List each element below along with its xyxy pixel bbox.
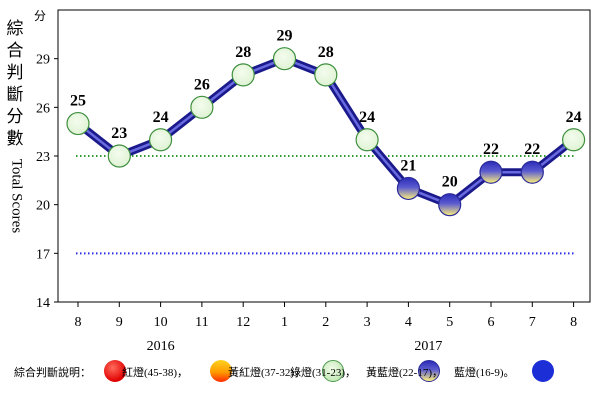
data-label: 24: [153, 109, 169, 126]
data-label: 24: [359, 109, 375, 126]
data-point-green-1: [107, 144, 131, 168]
legend-title: 綜合判斷說明：: [14, 367, 91, 379]
legend-green-label: 綠燈(31-23)，: [290, 367, 356, 379]
data-label: 29: [277, 28, 293, 45]
data-label: 21: [400, 157, 416, 174]
data-point-green-2: [149, 128, 173, 152]
legend-yellow-red-label: 黃紅燈(37-32)，: [228, 367, 305, 379]
x-tick-label: 5: [446, 315, 453, 330]
data-point-green-6: [314, 63, 338, 87]
x-tick-label: 10: [154, 315, 168, 330]
legend-red-label: 紅燈(45-38)，: [122, 367, 188, 379]
data-point-yellow-blue-8: [396, 176, 420, 201]
data-point-green-5: [272, 47, 297, 71]
y-axis-unit: 分: [34, 9, 46, 23]
y-tick-label: 23: [36, 150, 50, 165]
data-point-green-12: [561, 128, 586, 152]
data-point-green-0: [66, 111, 90, 136]
data-label: 22: [524, 141, 540, 158]
x-tick-label: 8: [570, 315, 577, 330]
y-tick-label: 20: [36, 199, 50, 214]
legend-yellow-blue-label: 黃藍燈(22-17)，: [366, 367, 443, 379]
data-point-yellow-blue-9: [438, 193, 462, 217]
data-label: 22: [483, 141, 499, 158]
legend-red-dot: [104, 360, 126, 382]
data-point-yellow-blue-10: [479, 160, 503, 184]
y-axis-title-cjk: 綜合判斷分數: [6, 19, 24, 148]
legend-yellow-red-dot: [210, 360, 232, 382]
y-tick-label: 26: [36, 101, 50, 116]
y-tick-label: 14: [36, 296, 50, 311]
data-label: 28: [235, 44, 251, 61]
y-tick-label: 29: [36, 53, 50, 68]
x-tick-label: 2: [322, 315, 329, 330]
data-point-green-7: [355, 128, 379, 152]
x-tick-label: 11: [195, 315, 208, 330]
x-tick-label: 1: [281, 315, 288, 330]
x-tick-label: 8: [75, 315, 82, 330]
legend-yellow-blue-dot: [418, 360, 440, 382]
data-point-green-4: [231, 63, 255, 87]
x-tick-label: 4: [405, 315, 412, 330]
legend-blue-dot: [532, 360, 554, 382]
data-label: 26: [194, 76, 210, 93]
data-label: 20: [442, 174, 458, 191]
year-label-2017: 2017: [414, 339, 442, 354]
legend-blue-label: 藍燈(16-9)。: [454, 367, 515, 379]
data-label: 28: [318, 44, 334, 61]
y-axis-title-en: Total Scores: [8, 158, 25, 234]
data-point-yellow-blue-11: [520, 160, 544, 184]
data-point-green-3: [190, 95, 214, 119]
data-label: 25: [70, 93, 86, 110]
x-tick-label: 3: [364, 315, 371, 330]
y-tick-label: 17: [36, 247, 50, 262]
year-label-2016: 2016: [147, 339, 175, 354]
legend-green-dot: [322, 360, 344, 382]
x-tick-label: 9: [116, 315, 123, 330]
x-tick-label: 6: [488, 315, 495, 330]
data-label: 24: [566, 109, 582, 126]
x-tick-label: 7: [529, 315, 536, 330]
signal-legend: 綜合判斷說明： 紅燈(45-38)， 黃紅燈(37-32)， 綠燈(31-23)…: [14, 360, 574, 384]
x-tick-label: 12: [236, 315, 250, 330]
data-label: 23: [111, 125, 127, 142]
